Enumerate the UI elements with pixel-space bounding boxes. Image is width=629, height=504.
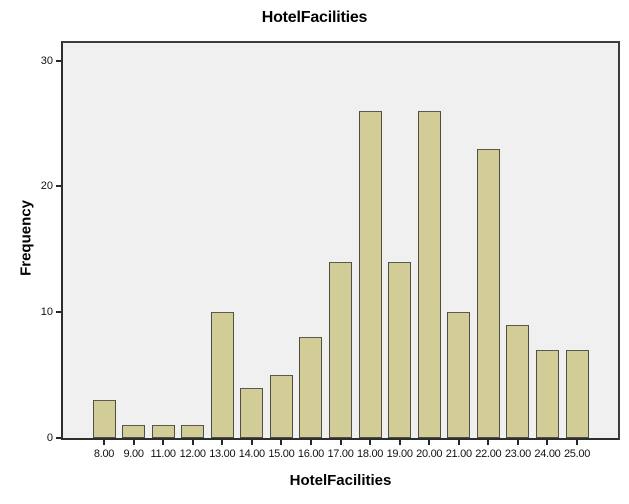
x-tick-label: 14.00 [238, 448, 265, 460]
x-tick-label: 21.00 [445, 448, 472, 460]
x-tick-label: 23.00 [504, 448, 531, 460]
y-tick-label: 20 [40, 180, 53, 193]
bar [388, 262, 412, 438]
x-tick [103, 440, 105, 445]
y-tick-label: 10 [40, 306, 53, 319]
y-tick-label: 30 [40, 54, 53, 67]
bar [181, 425, 205, 438]
x-tick-label: 13.00 [209, 448, 236, 460]
x-axis-title: HotelFacilities [289, 472, 392, 489]
x-tick [487, 440, 490, 445]
bar [417, 111, 441, 438]
bar [565, 350, 589, 438]
x-tick-label: 16.00 [297, 448, 324, 460]
bar [151, 425, 175, 438]
x-tick [132, 440, 135, 445]
x-tick [546, 440, 549, 445]
x-tick [221, 440, 224, 445]
chart-title: HotelFacilities [261, 9, 368, 26]
bar [92, 400, 116, 438]
x-tick-label: 8.00 [93, 448, 115, 460]
bar [122, 425, 146, 438]
y-tick [56, 185, 61, 188]
x-tick-label: 20.00 [416, 448, 443, 460]
x-tick [398, 440, 401, 445]
bar [447, 312, 471, 438]
x-tick-label: 9.00 [123, 448, 144, 460]
x-tick [162, 440, 165, 445]
x-tick [191, 440, 194, 445]
x-tick-label: 12.00 [179, 448, 206, 460]
x-tick [576, 440, 578, 445]
bar [506, 325, 530, 438]
bar [240, 388, 264, 438]
bar [476, 149, 500, 438]
y-tick [56, 437, 61, 439]
bars-container [63, 43, 618, 438]
bar [210, 312, 234, 438]
bar [269, 375, 293, 438]
x-tick-label: 24.00 [534, 448, 561, 460]
x-tick-label: 22.00 [475, 448, 502, 460]
x-tick-label: 15.00 [268, 448, 295, 460]
x-tick-label: 11.00 [150, 448, 177, 460]
x-tick [280, 440, 283, 445]
x-tick-label: 18.00 [357, 448, 384, 460]
x-tick [369, 440, 372, 445]
bar [358, 111, 382, 438]
x-tick-label: 19.00 [386, 448, 413, 460]
y-tick [56, 311, 61, 314]
x-tick [339, 440, 342, 445]
bar [329, 262, 352, 438]
y-axis-title: Frequency [17, 200, 35, 276]
x-tick [309, 440, 312, 445]
x-tick [457, 440, 460, 445]
x-tick [250, 440, 253, 445]
x-tick-label: 25.00 [563, 448, 591, 460]
x-tick [428, 440, 431, 445]
plot-area [61, 41, 620, 440]
y-tick-label: 0 [46, 432, 53, 444]
bar [535, 350, 559, 438]
bar [299, 337, 323, 438]
x-tick-label: 17.00 [327, 448, 354, 460]
x-tick [516, 440, 519, 445]
y-tick [56, 59, 61, 62]
